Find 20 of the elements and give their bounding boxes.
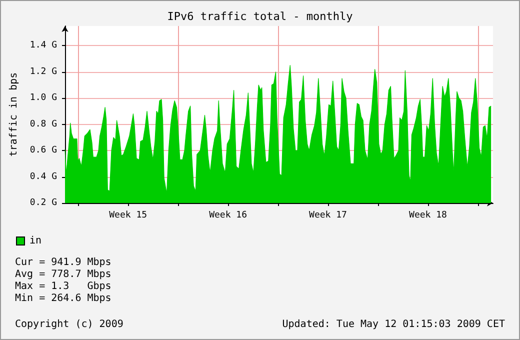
text: Cur = 941.9 Mbps	[15, 257, 112, 268]
y-tick-label: 0.8 G	[30, 119, 57, 130]
text: Min = 264.6 Mbps	[15, 293, 112, 304]
text: Copyright (c) 2009	[15, 319, 124, 330]
y-tick-label: 0.6 G	[30, 146, 57, 156]
text: Avg = 778.7 Mbps	[15, 269, 112, 280]
y-axis-title: traffic in bps	[8, 72, 20, 157]
text: Updated: Tue May 12 01:15:03 2009 CET	[282, 319, 505, 330]
x-tick-label: Week 15	[109, 210, 148, 220]
legend-label: in	[30, 236, 42, 246]
x-tick-label: Week 18	[409, 210, 447, 220]
y-tick-label: 0.2 G	[30, 198, 57, 208]
y-tick-label: 1.0 G	[30, 93, 57, 104]
x-tick-label: Week 16	[209, 210, 248, 220]
y-tick-label: 0.4 G	[30, 172, 57, 182]
text: Max = 1.3 Gbps	[15, 281, 112, 292]
x-tick-label: Week 17	[309, 210, 347, 220]
y-tick-label: 1.4 G	[30, 40, 57, 51]
y-tick-label: 1.2 G	[30, 66, 57, 77]
chart-title: IPv6 traffic total - monthly	[167, 10, 354, 23]
